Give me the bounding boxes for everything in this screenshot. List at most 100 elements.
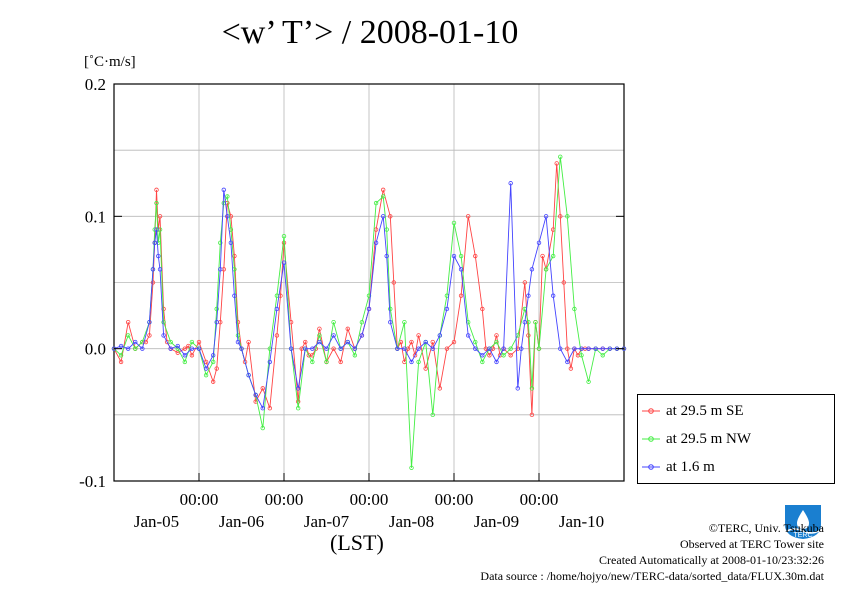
data-point xyxy=(260,406,265,411)
data-point xyxy=(239,346,244,351)
data-point xyxy=(196,339,202,345)
series-line xyxy=(113,156,624,468)
data-point xyxy=(161,320,166,325)
data-point xyxy=(437,386,443,391)
data-point xyxy=(214,366,219,371)
data-point xyxy=(536,240,542,245)
data-point xyxy=(540,253,545,259)
data-point xyxy=(508,346,513,351)
data-point xyxy=(235,339,241,345)
grid-lines xyxy=(114,83,624,482)
date-label: Jan-07 xyxy=(304,512,350,531)
data-point xyxy=(444,346,450,351)
data-point xyxy=(253,392,258,398)
data-point xyxy=(384,227,389,232)
data-point xyxy=(246,372,251,378)
data-point xyxy=(586,346,591,351)
data-point xyxy=(501,346,506,351)
data-point xyxy=(352,353,358,358)
data-point xyxy=(473,339,478,345)
data-point xyxy=(182,346,188,351)
data-point xyxy=(182,359,188,365)
data-point xyxy=(196,346,202,351)
data-point xyxy=(295,406,301,411)
date-label: Jan-06 xyxy=(219,512,264,531)
data-point xyxy=(133,339,138,345)
data-point xyxy=(324,359,329,365)
data-point xyxy=(317,326,322,332)
credit-created: Created Automatically at 2008-01-10/23:3… xyxy=(599,553,824,567)
data-point xyxy=(565,346,570,351)
data-point xyxy=(526,293,531,298)
x-tick-label: 00:00 xyxy=(265,490,304,509)
data-point xyxy=(345,326,350,332)
data-point xyxy=(125,346,131,351)
data-point xyxy=(366,306,372,312)
data-point xyxy=(458,293,464,298)
data-point xyxy=(473,346,478,351)
data-point xyxy=(218,267,223,272)
data-point xyxy=(487,353,492,358)
data-point xyxy=(310,346,315,351)
data-point xyxy=(345,339,350,345)
data-point xyxy=(600,353,605,358)
data-point xyxy=(147,320,152,325)
data-point xyxy=(565,214,570,219)
data-point xyxy=(242,359,248,365)
data-point xyxy=(331,346,336,351)
data-point xyxy=(451,339,457,345)
chart-title: <w’ T’> / 2008-01-10 xyxy=(221,14,519,51)
data-point xyxy=(210,359,216,365)
data-point xyxy=(373,200,379,206)
legend-label-se: at 29.5 m SE xyxy=(666,402,744,419)
data-point xyxy=(579,346,584,351)
data-point xyxy=(593,346,598,351)
data-point xyxy=(388,306,393,312)
data-point xyxy=(526,333,531,338)
data-point xyxy=(140,346,145,351)
data-point xyxy=(409,339,414,345)
data-point xyxy=(380,187,386,193)
data-point xyxy=(494,333,499,338)
data-point xyxy=(487,346,492,351)
data-point xyxy=(157,267,163,272)
data-point xyxy=(480,359,485,365)
data-point xyxy=(317,333,322,338)
data-point xyxy=(203,366,209,371)
data-point xyxy=(494,359,499,365)
data-point xyxy=(246,339,251,345)
data-point xyxy=(451,253,457,259)
data-point xyxy=(402,346,407,351)
data-point xyxy=(561,280,566,285)
data-point xyxy=(281,260,287,265)
data-point xyxy=(182,353,188,358)
data-point xyxy=(331,320,336,325)
terc-logo-icon: TERC xyxy=(785,505,821,539)
data-point xyxy=(388,214,393,219)
data-point xyxy=(480,306,485,312)
legend-item-se: at 29.5 m SE xyxy=(642,401,744,421)
data-point xyxy=(416,333,421,338)
data-point xyxy=(373,240,379,245)
data-point xyxy=(154,187,159,193)
data-point xyxy=(465,333,471,338)
data-point xyxy=(529,412,535,418)
data-point xyxy=(221,187,226,193)
data-point xyxy=(161,333,166,338)
data-point xyxy=(125,320,131,325)
y-tick-label: -0.1 xyxy=(79,472,106,491)
data-point xyxy=(519,346,524,351)
data-point xyxy=(281,233,287,239)
y-tick-label: 0.1 xyxy=(85,207,106,226)
data-point xyxy=(423,366,428,371)
data-point xyxy=(568,366,574,371)
data-point xyxy=(543,267,549,272)
data-point xyxy=(214,320,219,325)
data-point xyxy=(388,320,393,325)
data-point xyxy=(402,320,407,325)
data-point xyxy=(133,346,138,351)
data-point xyxy=(572,346,577,351)
data-point xyxy=(359,333,365,338)
data-point xyxy=(154,200,159,206)
data-point xyxy=(430,339,435,345)
